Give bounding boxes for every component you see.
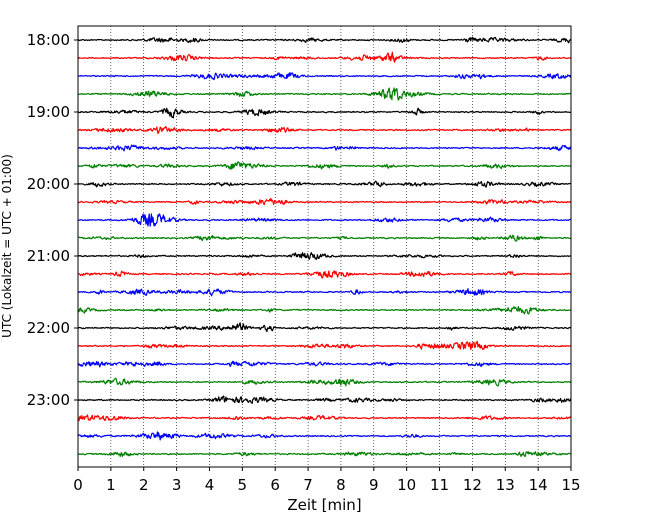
seismogram-trace <box>77 161 572 170</box>
y-tick-label: 20:00 <box>27 175 70 193</box>
x-tick-label: 5 <box>238 476 248 494</box>
x-tick-label: 13 <box>496 476 515 494</box>
seismogram-trace <box>77 322 572 333</box>
x-tick-label: 9 <box>369 476 379 494</box>
x-axis: 0 1 2 3 4 5 6 7 8 9 10 11 12 13 14 15 <box>73 467 581 494</box>
seismogram-trace <box>77 197 572 206</box>
seismogram-trace <box>77 270 572 279</box>
y-tick-label: 19:00 <box>27 103 70 121</box>
seismogram-trace <box>77 72 572 81</box>
x-tick-label: 1 <box>106 476 116 494</box>
y-tick-label: 23:00 <box>27 391 70 409</box>
seismogram-trace <box>77 87 572 101</box>
y-tick-label: 22:00 <box>27 319 70 337</box>
x-axis-label: Zeit [min] <box>287 496 361 514</box>
seismogram-trace <box>77 395 572 405</box>
y-axis: 18:00 19:00 20:00 21:00 22:00 23:00 <box>27 31 78 409</box>
seismogram-trace <box>77 431 572 441</box>
seismogram-trace <box>77 340 572 351</box>
x-tick-label: 6 <box>270 476 280 494</box>
x-tick-label: 7 <box>303 476 313 494</box>
trace-group <box>77 36 572 458</box>
x-tick-label: 4 <box>205 476 215 494</box>
seismogram-trace <box>77 125 572 134</box>
x-tick-label: 14 <box>529 476 548 494</box>
seismogram-trace <box>77 288 572 297</box>
y-tick-label: 21:00 <box>27 247 70 265</box>
x-tick-label: 10 <box>397 476 416 494</box>
seismogram-trace <box>77 180 572 188</box>
y-tick-label: 18:00 <box>27 31 70 49</box>
x-tick-label: 0 <box>73 476 83 494</box>
seismogram-trace <box>77 51 572 63</box>
x-tick-label: 3 <box>172 476 182 494</box>
seismogram-trace <box>77 451 572 458</box>
seismogram-trace <box>77 414 572 422</box>
plot-frame <box>77 25 572 468</box>
x-tick-label: 12 <box>463 476 482 494</box>
x-tick-label: 15 <box>561 476 580 494</box>
seismogram-trace <box>77 377 572 387</box>
seismogram-trace <box>77 144 572 152</box>
seismogram-trace <box>77 36 572 44</box>
seismogram-trace <box>77 213 572 227</box>
seismogram-trace <box>77 305 572 315</box>
x-tick-label: 11 <box>430 476 449 494</box>
seismogram-trace <box>77 252 572 260</box>
y-axis-label: UTC (Lokalzeit = UTC + 01:00) <box>0 154 14 338</box>
x-tick-label: 2 <box>139 476 149 494</box>
seismogram-trace <box>77 234 572 242</box>
x-tick-label: 8 <box>336 476 346 494</box>
seismogram-trace <box>77 107 572 119</box>
seismogram-trace <box>77 360 572 368</box>
